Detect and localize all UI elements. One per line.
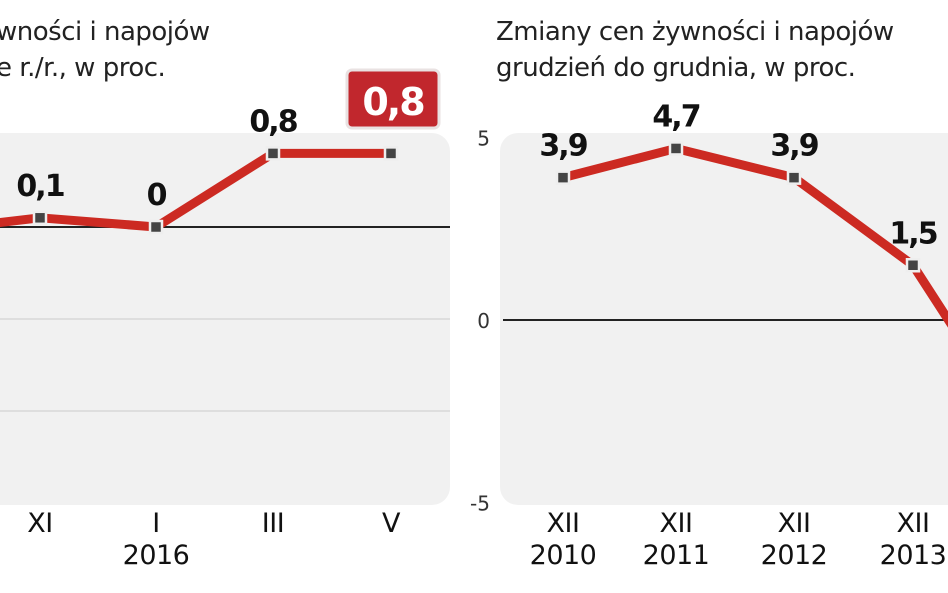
left-title-line-1: wności i napojów	[0, 17, 210, 47]
right-data-point	[555, 170, 571, 185]
highlight-label: 0,8	[362, 80, 424, 124]
right-data-label: 1,5	[889, 216, 936, 251]
right-title-line-1: Zmiany cen żywności i napojów	[496, 17, 894, 47]
left-x-tick-label: V	[382, 508, 401, 539]
right-x-tick-label: XII	[897, 508, 930, 539]
left-data-point	[148, 219, 164, 235]
right-data-label: 3,9	[539, 129, 586, 164]
left-data-point	[265, 146, 281, 161]
right-data-label: 4,7	[652, 99, 699, 134]
right-chart: Zmiany cen żywności i napojów grudzień d…	[470, 17, 948, 571]
left-x-tick-label: III	[262, 508, 284, 539]
right-x-sub-label: 2013	[880, 540, 947, 571]
left-data-point	[383, 146, 399, 161]
right-ytick-label: -5	[470, 492, 490, 516]
left-data-label: 0,8	[249, 104, 297, 139]
right-x-tick-label: XII	[778, 508, 811, 539]
right-ytick-label: 0	[477, 309, 490, 333]
right-x-tick-label: XII	[660, 508, 693, 539]
left-data-label: 0,1	[16, 169, 63, 204]
right-x-sub-label: 2010	[530, 540, 597, 571]
left-x-tick-label: XI	[27, 508, 52, 539]
left-data-point	[32, 210, 48, 226]
right-x-sub-label: 2011	[643, 540, 710, 571]
right-data-point	[668, 141, 684, 156]
right-data-point	[905, 258, 921, 273]
right-title-line-2: grudzień do grudnia, w proc.	[496, 53, 855, 83]
left-title-line-2: e r./r., w proc.	[0, 53, 165, 83]
left-x-tick-label: I	[152, 508, 159, 539]
left-chart: wności i napojów e r./r., w proc. 0,1 0 0,…	[0, 17, 450, 571]
right-data-point	[786, 170, 802, 185]
left-x-sub-label: 2016	[123, 540, 190, 571]
highlight-badge: 0,8	[345, 68, 441, 130]
right-ytick-label: 5	[477, 127, 490, 151]
right-x-tick-label: XII	[547, 508, 580, 539]
right-x-sub-label: 2012	[761, 540, 828, 571]
left-data-label: 0	[147, 178, 167, 213]
right-data-label: 3,9	[770, 129, 817, 164]
